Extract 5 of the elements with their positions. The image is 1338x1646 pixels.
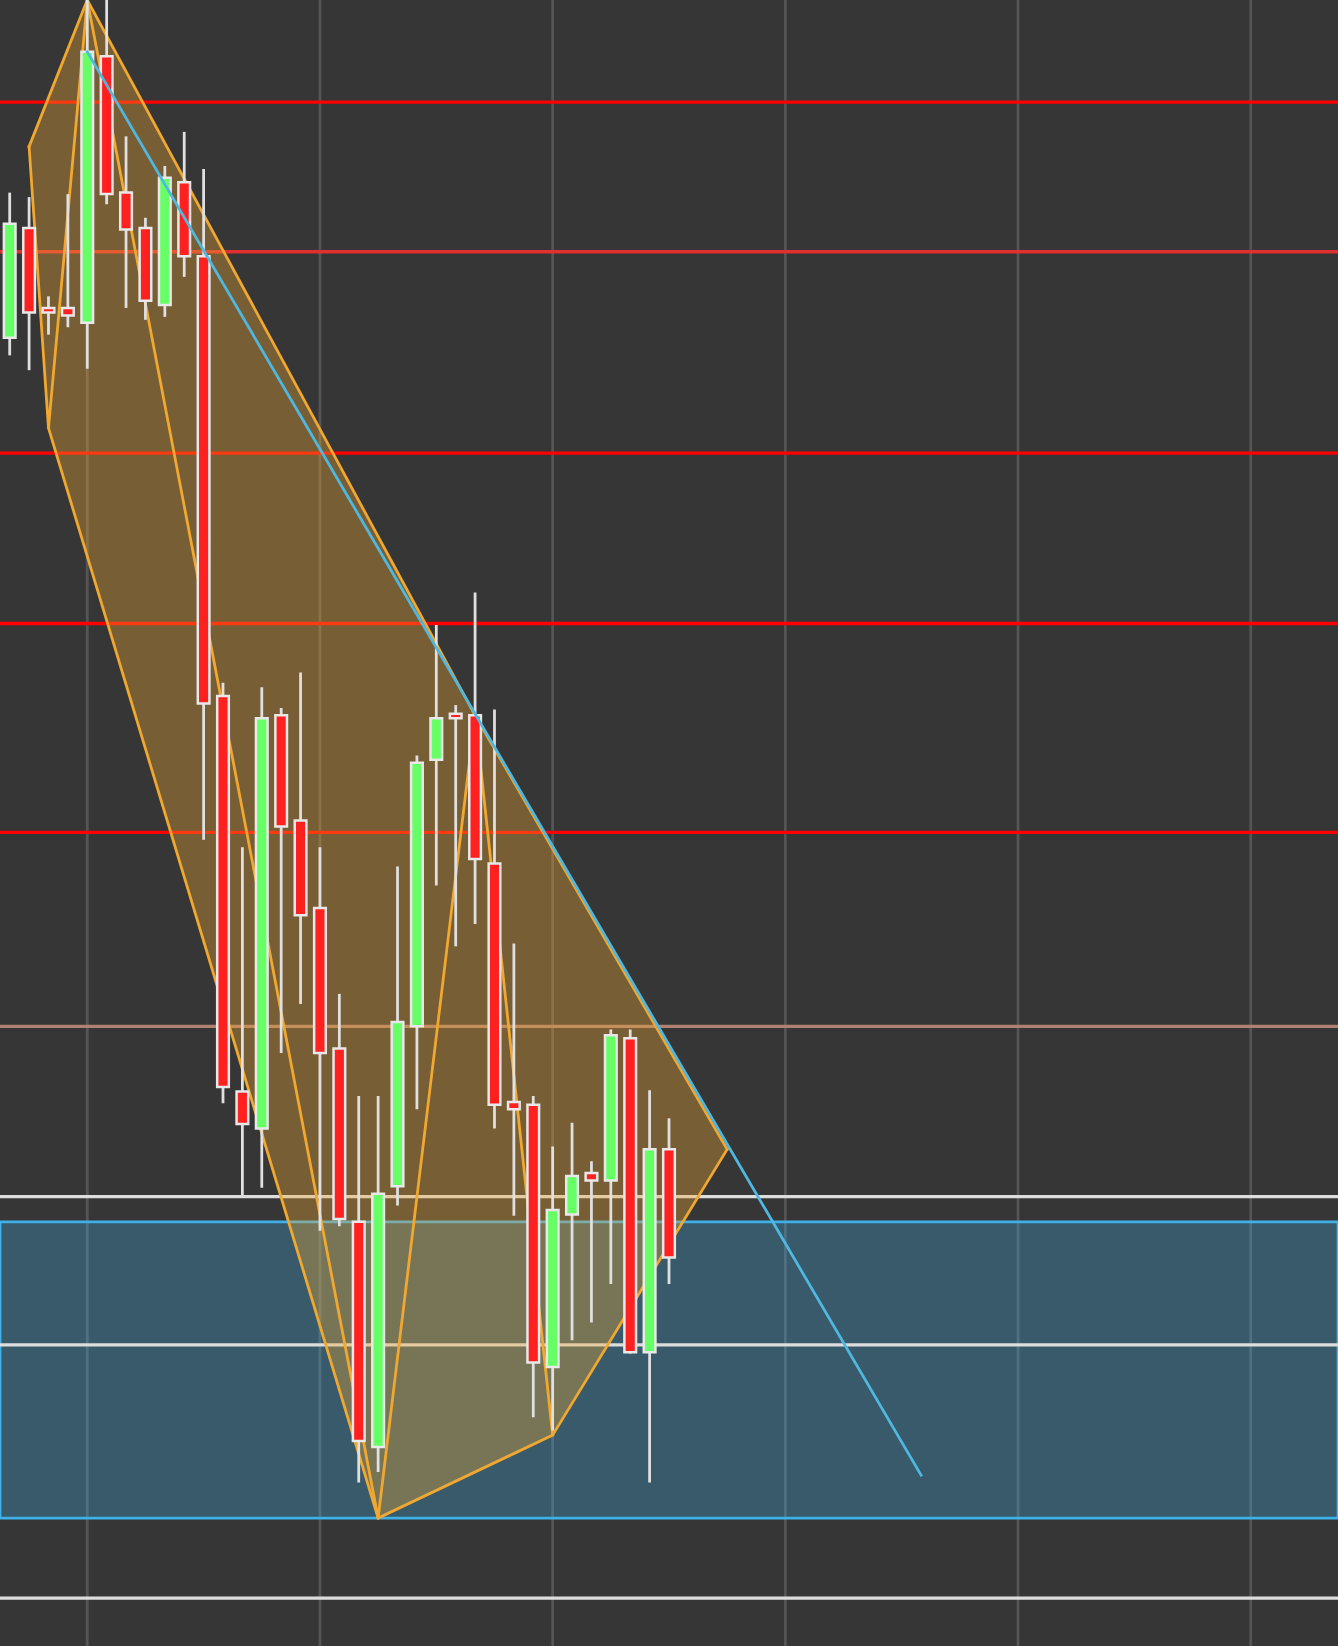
candlestick	[448, 705, 463, 947]
candlestick	[60, 194, 75, 328]
candlestick	[118, 136, 134, 308]
candlestick	[41, 296, 56, 335]
candlestick	[429, 625, 444, 886]
